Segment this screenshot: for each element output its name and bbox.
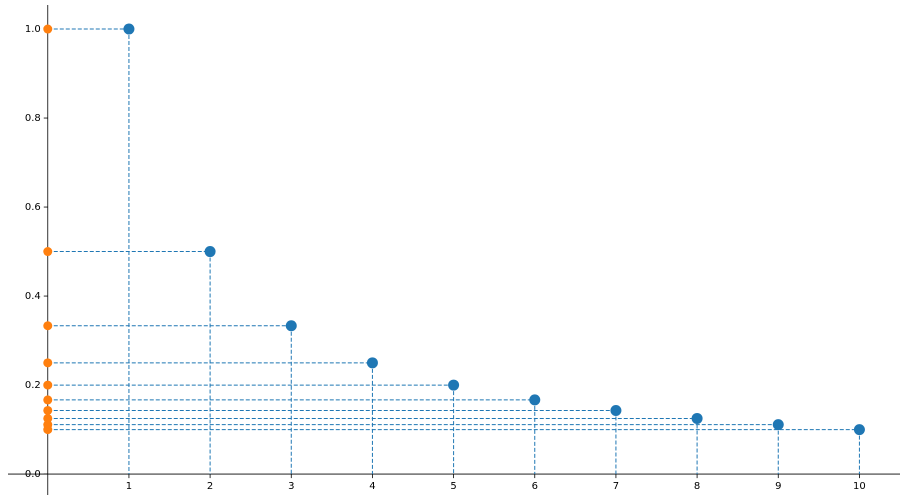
x-tick-label: 7 [613,481,619,492]
point [448,379,460,391]
point [43,405,53,415]
x-tick-label: 1 [126,481,132,492]
point [123,23,135,35]
point [366,357,378,369]
y-tick-label: 1.0 [25,24,41,35]
point [43,380,53,390]
point [43,247,53,257]
point [43,413,53,423]
y-tick-label: 0.2 [25,380,41,391]
y-tick-label: 0.0 [25,469,41,480]
point [43,24,53,34]
y-tick-label: 0.4 [25,291,41,302]
point [772,419,784,431]
point [285,320,297,332]
y-tick-label: 0.6 [25,202,41,213]
x-tick-label: 4 [369,481,375,492]
point [529,394,541,406]
x-tick-label: 3 [288,481,294,492]
point [43,425,53,435]
point [204,246,216,258]
point [43,358,53,368]
x-tick-label: 5 [450,481,456,492]
x-tick-label: 9 [775,481,781,492]
x-tick-label: 2 [207,481,213,492]
point [43,321,53,331]
point [691,412,703,424]
x-tick-label: 8 [694,481,700,492]
point [610,404,622,416]
point [43,395,53,405]
y-tick-label: 0.8 [25,113,41,124]
point [853,424,865,436]
x-tick-label: 6 [532,481,538,492]
x-tick-label: 10 [853,481,866,492]
